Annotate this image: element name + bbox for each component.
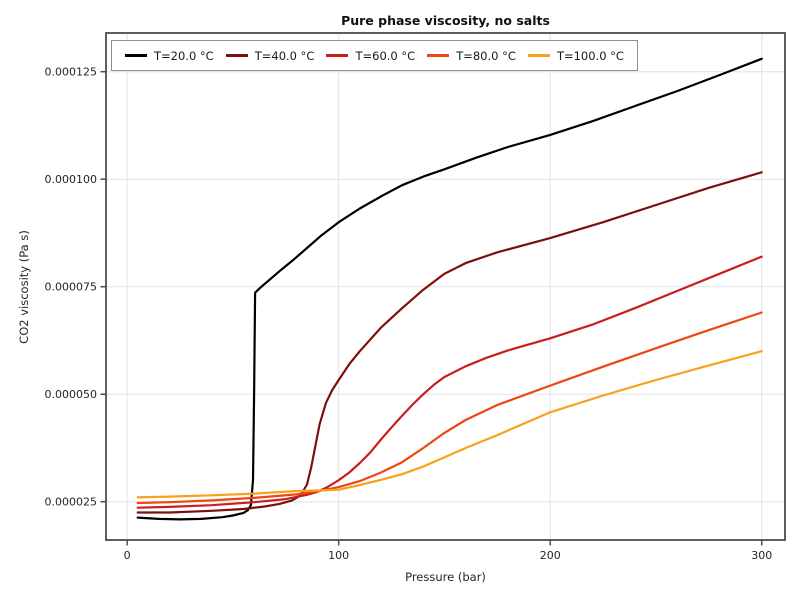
- legend-entry-1: T=40.0 °C: [225, 48, 315, 63]
- x-tick-label: 100: [328, 549, 349, 562]
- legend: T=20.0 °C T=40.0 °C T=60.0 °C T=80.0 °C T=10…: [111, 40, 638, 71]
- legend-label: T=40.0 °C: [254, 48, 315, 63]
- legend-line-swatch: [225, 54, 248, 57]
- series-line-2: [136, 255, 763, 509]
- legend-label: T=100.0 °C: [556, 48, 624, 63]
- legend-line-swatch: [527, 54, 550, 57]
- legend-entry-4: T=100.0 °C: [527, 48, 624, 63]
- legend-label: T=60.0 °C: [355, 48, 416, 63]
- y-tick-label: 0.000100: [45, 173, 98, 186]
- y-tick-label: 0.000050: [45, 388, 98, 401]
- x-tick-label: 300: [751, 549, 772, 562]
- legend-entry-3: T=80.0 °C: [427, 49, 516, 63]
- chart-title: Pure phase viscosity, no salts: [341, 13, 550, 28]
- legend-line-swatch: [326, 54, 349, 57]
- series-line-4: [136, 350, 763, 499]
- series-line-0: [136, 57, 763, 521]
- legend-entry-2: T=60.0 °C: [326, 49, 415, 63]
- legend-entry-0: T=20.0 °C: [125, 49, 214, 63]
- y-tick-label: 0.000125: [45, 66, 98, 79]
- series-line-1: [136, 171, 763, 514]
- x-tick-label: 200: [540, 549, 561, 562]
- y-tick-label: 0.000025: [45, 496, 98, 509]
- legend-label: T=20.0 °C: [154, 48, 214, 63]
- legend-label: T=80.0 °C: [456, 48, 516, 63]
- y-tick-label: 0.000075: [45, 281, 98, 294]
- legend-line-swatch: [427, 54, 450, 57]
- series-line-3: [136, 311, 763, 505]
- x-axis-label: Pressure (bar): [405, 570, 486, 584]
- legend-line-swatch: [125, 54, 147, 57]
- x-tick-label: 0: [124, 549, 131, 562]
